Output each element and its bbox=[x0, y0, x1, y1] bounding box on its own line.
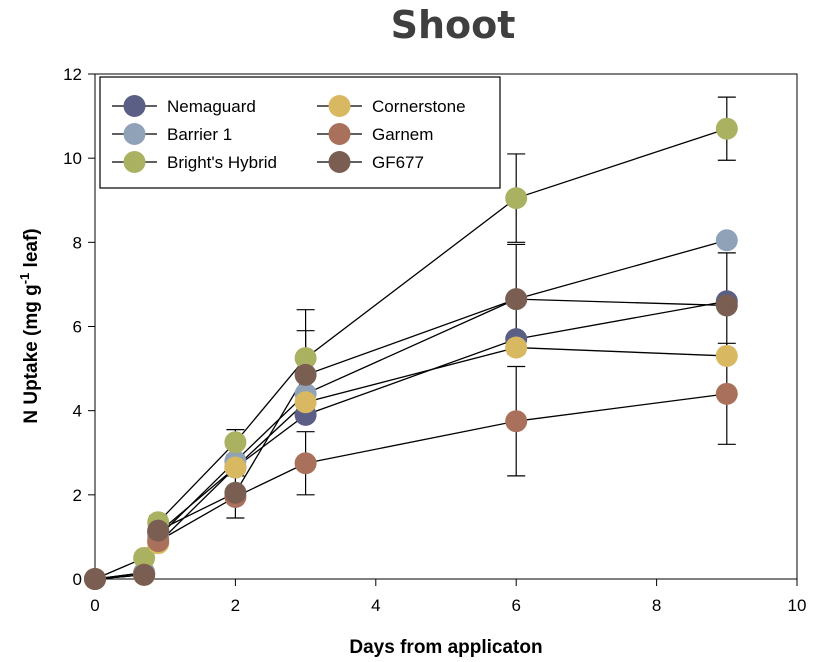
y-axis-label-tail: leaf) bbox=[21, 228, 42, 272]
legend-label: Nemaguard bbox=[167, 97, 256, 116]
x-tick-label: 10 bbox=[788, 596, 807, 615]
legend-label: Garnem bbox=[372, 125, 433, 144]
data-point bbox=[224, 431, 247, 454]
x-axis-label: Days from applicaton bbox=[349, 637, 542, 658]
legend-label: Cornerstone bbox=[372, 97, 466, 116]
series-line bbox=[94, 346, 727, 580]
data-point bbox=[133, 546, 156, 569]
y-tick-label: 10 bbox=[63, 149, 82, 168]
y-tick-label: 0 bbox=[73, 570, 82, 589]
legend-label: GF677 bbox=[372, 153, 424, 172]
data-point bbox=[505, 410, 528, 433]
series-lines bbox=[94, 128, 728, 580]
y-tick-label: 2 bbox=[73, 486, 82, 505]
data-point bbox=[715, 117, 738, 140]
y-axis-label-main: N Uptake (mg g bbox=[21, 284, 42, 423]
data-point bbox=[147, 519, 170, 542]
data-point bbox=[505, 288, 528, 311]
series-line bbox=[94, 298, 727, 580]
data-point bbox=[294, 363, 317, 386]
legend-box bbox=[99, 76, 501, 189]
legend-marker bbox=[328, 95, 351, 117]
x-tick-label: 4 bbox=[371, 596, 380, 615]
legend-marker bbox=[328, 123, 351, 145]
chart-title: Shoot bbox=[391, 3, 516, 47]
series-line bbox=[94, 393, 727, 580]
data-point bbox=[505, 187, 528, 210]
data-point bbox=[224, 481, 247, 504]
series-markers bbox=[84, 117, 738, 590]
data-point bbox=[84, 568, 106, 590]
data-point bbox=[294, 347, 317, 370]
x-tick-label: 8 bbox=[652, 596, 661, 615]
data-point bbox=[133, 563, 156, 586]
y-axis-label: N Uptake (mg g-1 leaf) bbox=[17, 228, 42, 423]
data-point bbox=[715, 294, 738, 317]
x-axis: 0 2 4 6 8 10 bbox=[90, 579, 806, 615]
x-tick-label: 2 bbox=[231, 596, 240, 615]
data-point bbox=[715, 344, 738, 367]
data-point bbox=[294, 391, 317, 414]
series-line bbox=[94, 300, 727, 580]
y-tick-label: 8 bbox=[73, 233, 82, 252]
data-point bbox=[294, 452, 317, 475]
legend-marker bbox=[123, 95, 146, 117]
legend: Nemaguard Barrier 1 Bright's Hybrid Corners… bbox=[99, 76, 501, 189]
x-tick-label: 6 bbox=[511, 596, 520, 615]
y-tick-label: 4 bbox=[73, 402, 82, 421]
legend-marker bbox=[123, 151, 146, 173]
legend-label: Bright's Hybrid bbox=[167, 153, 277, 172]
data-point bbox=[505, 336, 528, 359]
legend-label: Barrier 1 bbox=[167, 125, 232, 144]
series-line bbox=[94, 239, 727, 580]
data-point bbox=[715, 229, 738, 252]
y-tick-label: 12 bbox=[63, 65, 82, 84]
x-tick-label: 0 bbox=[90, 596, 99, 615]
legend-marker bbox=[328, 151, 351, 173]
data-point bbox=[224, 456, 247, 479]
legend-marker bbox=[123, 123, 146, 145]
y-axis: 0 2 4 6 8 10 12 bbox=[63, 65, 95, 589]
data-point bbox=[715, 382, 738, 405]
y-axis-label-superscript: -1 bbox=[17, 273, 32, 285]
y-tick-label: 6 bbox=[73, 318, 82, 337]
